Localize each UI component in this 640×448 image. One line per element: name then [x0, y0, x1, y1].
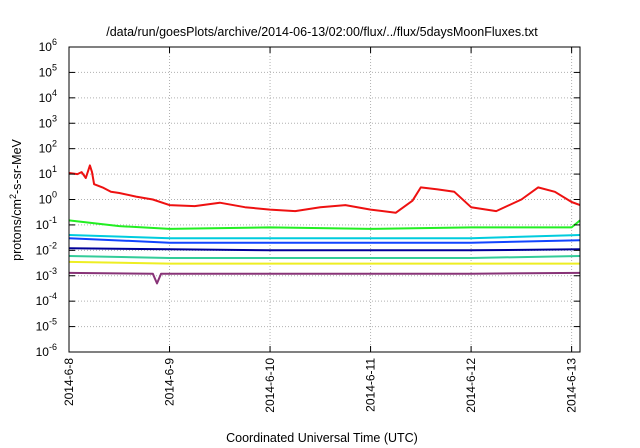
y-tick-base: 10 — [39, 65, 53, 79]
series-line-5 — [68, 247, 581, 252]
y-tick-label: 10-2 — [36, 240, 57, 257]
y-tick-exponent: -6 — [49, 342, 57, 352]
axis-ticks — [68, 46, 580, 353]
y-axis-label-superscript: 2 — [8, 194, 18, 199]
x-tick-label: 2014-6-13 — [565, 358, 579, 413]
y-tick-label: 103 — [39, 113, 57, 130]
x-tick-label: 2014-6-9 — [163, 358, 177, 406]
y-tick-exponent: 5 — [52, 62, 57, 72]
x-tick-labels: 2014-6-8 2014-6-9 2014-6-10 2014-6-11 2014-6… — [62, 358, 579, 413]
y-tick-exponent: -5 — [49, 317, 57, 327]
y-tick-base: 10 — [39, 142, 53, 156]
series-line-6 — [68, 255, 581, 259]
y-axis-label-base: protons/cm — [10, 199, 24, 261]
y-tick-base: 10 — [36, 243, 50, 257]
chart-title: /data/run/goesPlots/archive/2014-06-13/0… — [106, 25, 538, 39]
series-line-7 — [68, 260, 580, 265]
y-tick-exponent: 2 — [52, 139, 57, 149]
y-tick-label: 10-5 — [36, 317, 57, 334]
y-tick-label: 10-4 — [36, 291, 57, 308]
x-axis-label: Coordinated Universal Time (UTC) — [226, 431, 418, 445]
series-line-1 — [68, 164, 581, 214]
y-tick-exponent: 1 — [52, 164, 57, 174]
y-tick-exponent: -4 — [49, 291, 57, 301]
x-tick-label: 2014-6-12 — [464, 358, 478, 413]
x-tick-label: 2014-6-8 — [62, 358, 76, 406]
y-tick-exponent: 6 — [52, 37, 57, 47]
series-line-4 — [68, 237, 581, 244]
y-tick-label: 10-3 — [36, 266, 57, 283]
y-tick-exponent: 3 — [52, 113, 57, 123]
y-tick-base: 10 — [39, 40, 53, 54]
y-tick-exponent: -1 — [49, 215, 57, 225]
y-tick-base: 10 — [39, 116, 53, 130]
y-axis-label: protons/cm2-s-sr-MeV — [8, 138, 24, 260]
y-tick-labels: 10-610-510-410-310-210-11001011021031041… — [36, 37, 57, 359]
y-tick-label: 10-1 — [36, 215, 57, 232]
y-tick-label: 10-6 — [36, 342, 57, 359]
y-tick-exponent: 4 — [52, 88, 57, 98]
y-tick-exponent: -2 — [49, 240, 57, 250]
y-tick-base: 10 — [39, 193, 53, 207]
x-tick-label: 2014-6-10 — [263, 358, 277, 413]
y-tick-base: 10 — [36, 218, 50, 232]
y-tick-label: 105 — [39, 62, 57, 79]
y-tick-label: 106 — [39, 37, 57, 54]
y-tick-base: 10 — [36, 269, 50, 283]
y-tick-base: 10 — [36, 294, 50, 308]
series-line-3 — [68, 234, 581, 240]
data-series — [68, 164, 581, 285]
series-line-8 — [68, 271, 581, 285]
y-tick-base: 10 — [39, 91, 53, 105]
x-tick-label: 2014-6-11 — [364, 358, 378, 412]
y-tick-label: 101 — [39, 164, 57, 181]
y-axis-label-rest: -s-sr-MeV — [10, 138, 24, 194]
y-tick-base: 10 — [36, 345, 50, 359]
y-tick-exponent: -3 — [49, 266, 57, 276]
y-tick-exponent: 0 — [52, 190, 57, 200]
series-line-2 — [68, 219, 581, 230]
y-tick-base: 10 — [39, 167, 53, 181]
y-tick-label: 100 — [39, 190, 57, 207]
y-tick-label: 104 — [39, 88, 57, 105]
y-tick-label: 102 — [39, 139, 57, 156]
y-tick-base: 10 — [36, 320, 50, 334]
